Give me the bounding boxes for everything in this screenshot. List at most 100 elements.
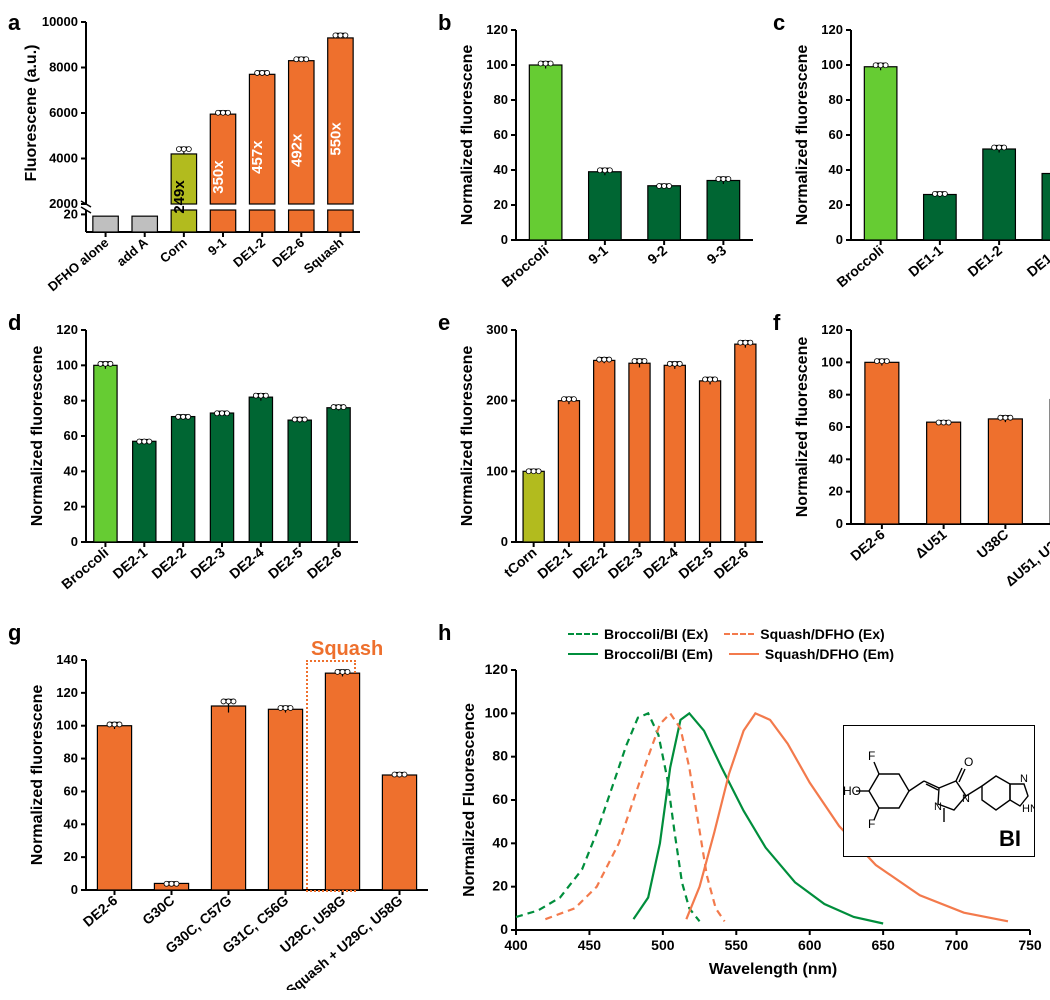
legend-line-icon xyxy=(724,633,754,635)
svg-text:Normalized fluorescene: Normalized fluorescene xyxy=(794,45,811,226)
svg-text:DE2-1: DE2-1 xyxy=(534,544,575,582)
svg-text:Normalized fluorescene: Normalized fluorescene xyxy=(29,685,46,866)
svg-text:80: 80 xyxy=(829,387,843,402)
svg-text:HN: HN xyxy=(1022,803,1034,815)
svg-text:20: 20 xyxy=(64,849,78,864)
svg-text:140: 140 xyxy=(56,652,78,667)
svg-text:80: 80 xyxy=(64,393,78,408)
svg-text:Broccoli: Broccoli xyxy=(833,242,886,290)
svg-text:500: 500 xyxy=(651,937,675,953)
chart-e: 0100200300Normalized fluorescenetCornDE2… xyxy=(438,310,773,620)
svg-text:80: 80 xyxy=(829,92,843,107)
chart-g: 020406080100120140Normalized fluorescene… xyxy=(8,620,438,990)
svg-text:DE2-1: DE2-1 xyxy=(110,544,151,582)
panel-h: h Broccoli/BI (Ex) Squash/DFHO (Ex) Broc… xyxy=(438,620,1042,990)
svg-text:40: 40 xyxy=(829,162,843,177)
svg-text:Normalized fluorescene: Normalized fluorescene xyxy=(794,337,811,518)
svg-text:F: F xyxy=(868,749,875,763)
svg-text:DE1-2: DE1-2 xyxy=(964,242,1005,280)
svg-text:40: 40 xyxy=(64,816,78,831)
svg-text:9-2: 9-2 xyxy=(644,242,670,267)
svg-text:add A: add A xyxy=(114,234,151,269)
chart-b: 020406080100120Normalized fluoresceneBro… xyxy=(438,10,773,310)
svg-text:0: 0 xyxy=(71,882,78,897)
svg-text:DE2-2: DE2-2 xyxy=(569,544,610,582)
legend-label: Broccoli/BI (Ex) xyxy=(604,626,708,642)
svg-text:ΔU51: ΔU51 xyxy=(912,526,950,561)
svg-text:DE1-2: DE1-2 xyxy=(230,235,268,270)
panel-label-a: a xyxy=(8,10,20,36)
svg-text:DE2-6: DE2-6 xyxy=(304,544,345,582)
svg-text:9-3: 9-3 xyxy=(704,242,730,267)
panel-d: d 020406080100120Normalized fluoresceneB… xyxy=(8,310,368,620)
svg-text:DE2-6: DE2-6 xyxy=(80,892,121,930)
svg-text:4000: 4000 xyxy=(49,151,78,166)
svg-text:60: 60 xyxy=(829,127,843,142)
panel-label-f: f xyxy=(773,310,780,336)
legend-line-icon xyxy=(568,653,598,655)
panel-g: g 020406080100120140Normalized fluoresce… xyxy=(8,620,438,990)
svg-text:100: 100 xyxy=(821,354,843,369)
svg-text:60: 60 xyxy=(492,791,508,807)
svg-text:DE2-5: DE2-5 xyxy=(675,544,716,582)
svg-text:120: 120 xyxy=(56,685,78,700)
svg-text:400: 400 xyxy=(504,937,528,953)
legend-label: Squash/DFHO (Em) xyxy=(765,646,894,662)
chemical-structure-inset: F F HO O N N xyxy=(843,725,1035,857)
panel-b: b 020406080100120Normalized fluoresceneB… xyxy=(438,10,773,310)
svg-text:O: O xyxy=(964,755,973,769)
svg-text:DE2-4: DE2-4 xyxy=(226,544,267,582)
svg-text:200: 200 xyxy=(486,393,508,408)
svg-text:40: 40 xyxy=(492,834,508,850)
legend-item-broccoli-ex: Broccoli/BI (Ex) xyxy=(568,626,708,642)
svg-text:0: 0 xyxy=(501,534,508,549)
chart-a: 20004000600080001000020Fluorescene (a.u.… xyxy=(8,10,368,310)
svg-text:Broccoli: Broccoli xyxy=(498,242,551,290)
svg-text:0: 0 xyxy=(836,516,843,531)
svg-text:120: 120 xyxy=(56,322,78,337)
svg-text:0: 0 xyxy=(500,921,508,937)
legend-line-icon xyxy=(568,633,598,635)
svg-text:DE2-3: DE2-3 xyxy=(605,544,646,582)
panel-a: a 20004000600080001000020Fluorescene (a.… xyxy=(8,10,368,310)
legend-item-broccoli-em: Broccoli/BI (Em) xyxy=(568,646,713,662)
svg-text:tCorn: tCorn xyxy=(501,544,540,580)
panel-c: c 020406080100120Normalized fluoresceneB… xyxy=(773,10,1050,310)
svg-text:60: 60 xyxy=(64,783,78,798)
svg-text:550: 550 xyxy=(725,937,749,953)
svg-text:U38C: U38C xyxy=(974,526,1012,561)
svg-text:20: 20 xyxy=(64,206,78,221)
panel-label-d: d xyxy=(8,310,21,336)
svg-text:DE2-4: DE2-4 xyxy=(640,544,681,582)
panel-label-c: c xyxy=(773,10,785,36)
svg-text:120: 120 xyxy=(486,22,508,37)
svg-text:550x: 550x xyxy=(327,122,344,156)
svg-text:450: 450 xyxy=(578,937,602,953)
svg-text:80: 80 xyxy=(494,92,508,107)
svg-text:20: 20 xyxy=(492,878,508,894)
panel-f: f 020406080100120Normalized fluoresceneD… xyxy=(773,310,1050,620)
svg-text:120: 120 xyxy=(485,661,509,677)
svg-text:0: 0 xyxy=(71,534,78,549)
svg-text:80: 80 xyxy=(64,751,78,766)
svg-text:DFHO alone: DFHO alone xyxy=(45,235,112,294)
panel-label-g: g xyxy=(8,620,21,646)
svg-text:20: 20 xyxy=(494,197,508,212)
svg-text:20: 20 xyxy=(64,499,78,514)
svg-text:Normalized fluorescene: Normalized fluorescene xyxy=(29,346,46,527)
svg-text:350x: 350x xyxy=(210,160,227,194)
svg-text:40: 40 xyxy=(829,451,843,466)
panel-label-e: e xyxy=(438,310,450,336)
svg-text:700: 700 xyxy=(945,937,969,953)
svg-text:650: 650 xyxy=(871,937,895,953)
svg-text:457x: 457x xyxy=(249,140,266,174)
svg-text:Normalized fluorescene: Normalized fluorescene xyxy=(459,346,476,527)
chart-c: 020406080100120Normalized fluoresceneBro… xyxy=(773,10,1050,310)
svg-text:ΔU51, U38C: ΔU51, U38C xyxy=(1002,526,1050,589)
svg-text:20: 20 xyxy=(829,484,843,499)
svg-text:Wavelength (nm): Wavelength (nm) xyxy=(709,961,837,978)
svg-text:9-1: 9-1 xyxy=(585,242,611,267)
svg-text:249x: 249x xyxy=(171,180,188,214)
svg-text:60: 60 xyxy=(494,127,508,142)
svg-text:N: N xyxy=(934,801,942,813)
